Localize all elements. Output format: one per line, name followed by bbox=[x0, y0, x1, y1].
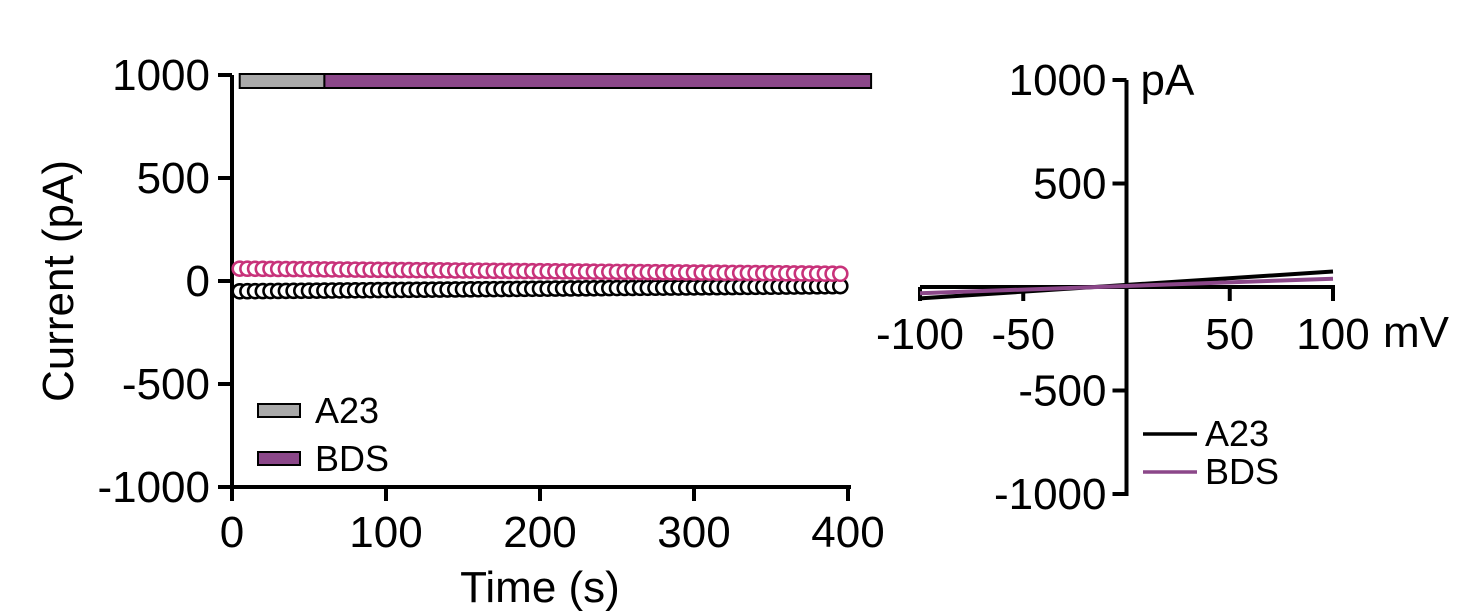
legend-swatch-a23 bbox=[257, 403, 301, 418]
iv-x-tick-label: 100 bbox=[1296, 310, 1369, 359]
iv-legend-label: BDS bbox=[1205, 451, 1279, 492]
iv-line-bds bbox=[919, 276, 1334, 296]
x-tick-label: 0 bbox=[220, 508, 244, 557]
application-bar-a23 bbox=[238, 73, 326, 89]
x-tick-label: 400 bbox=[811, 508, 884, 557]
series-outward bbox=[231, 260, 849, 283]
x-axis-title: Time (s) bbox=[460, 563, 620, 611]
y-tick-label: -500 bbox=[122, 360, 210, 409]
iv-panel bbox=[918, 78, 1335, 496]
y-axis-title: Current (pA) bbox=[34, 160, 83, 402]
legend-label: BDS bbox=[315, 438, 389, 479]
iv-y-tick-label: 1000 bbox=[1009, 56, 1107, 105]
y-tick-label: -1000 bbox=[97, 463, 210, 512]
y-tick-label: 500 bbox=[137, 154, 210, 203]
y-tick-label: 0 bbox=[186, 257, 210, 306]
application-bar-bds bbox=[323, 73, 873, 89]
series-inward bbox=[231, 277, 849, 300]
iv-y-unit: pA bbox=[1141, 56, 1195, 105]
iv-x-unit: mV bbox=[1383, 308, 1450, 357]
iv-y-tick-label: -1000 bbox=[994, 470, 1107, 519]
x-tick-label: 200 bbox=[503, 508, 576, 557]
timecourse-panel bbox=[218, 73, 873, 501]
x-tick-label: 300 bbox=[657, 508, 730, 557]
iv-y-tick-label: -500 bbox=[1018, 367, 1106, 416]
iv-y-tick-label: 500 bbox=[1033, 160, 1106, 209]
y-tick-label: 1000 bbox=[112, 51, 210, 100]
iv-x-tick-label: 50 bbox=[1205, 310, 1254, 359]
legend-label: A23 bbox=[315, 390, 379, 431]
iv-x-tick-label: -50 bbox=[991, 310, 1055, 359]
legend-swatch-bds bbox=[257, 451, 301, 466]
x-tick-label: 100 bbox=[349, 508, 422, 557]
iv-x-tick-label: -100 bbox=[876, 310, 964, 359]
data-point bbox=[831, 265, 849, 283]
iv-legend-label: A23 bbox=[1205, 413, 1269, 454]
